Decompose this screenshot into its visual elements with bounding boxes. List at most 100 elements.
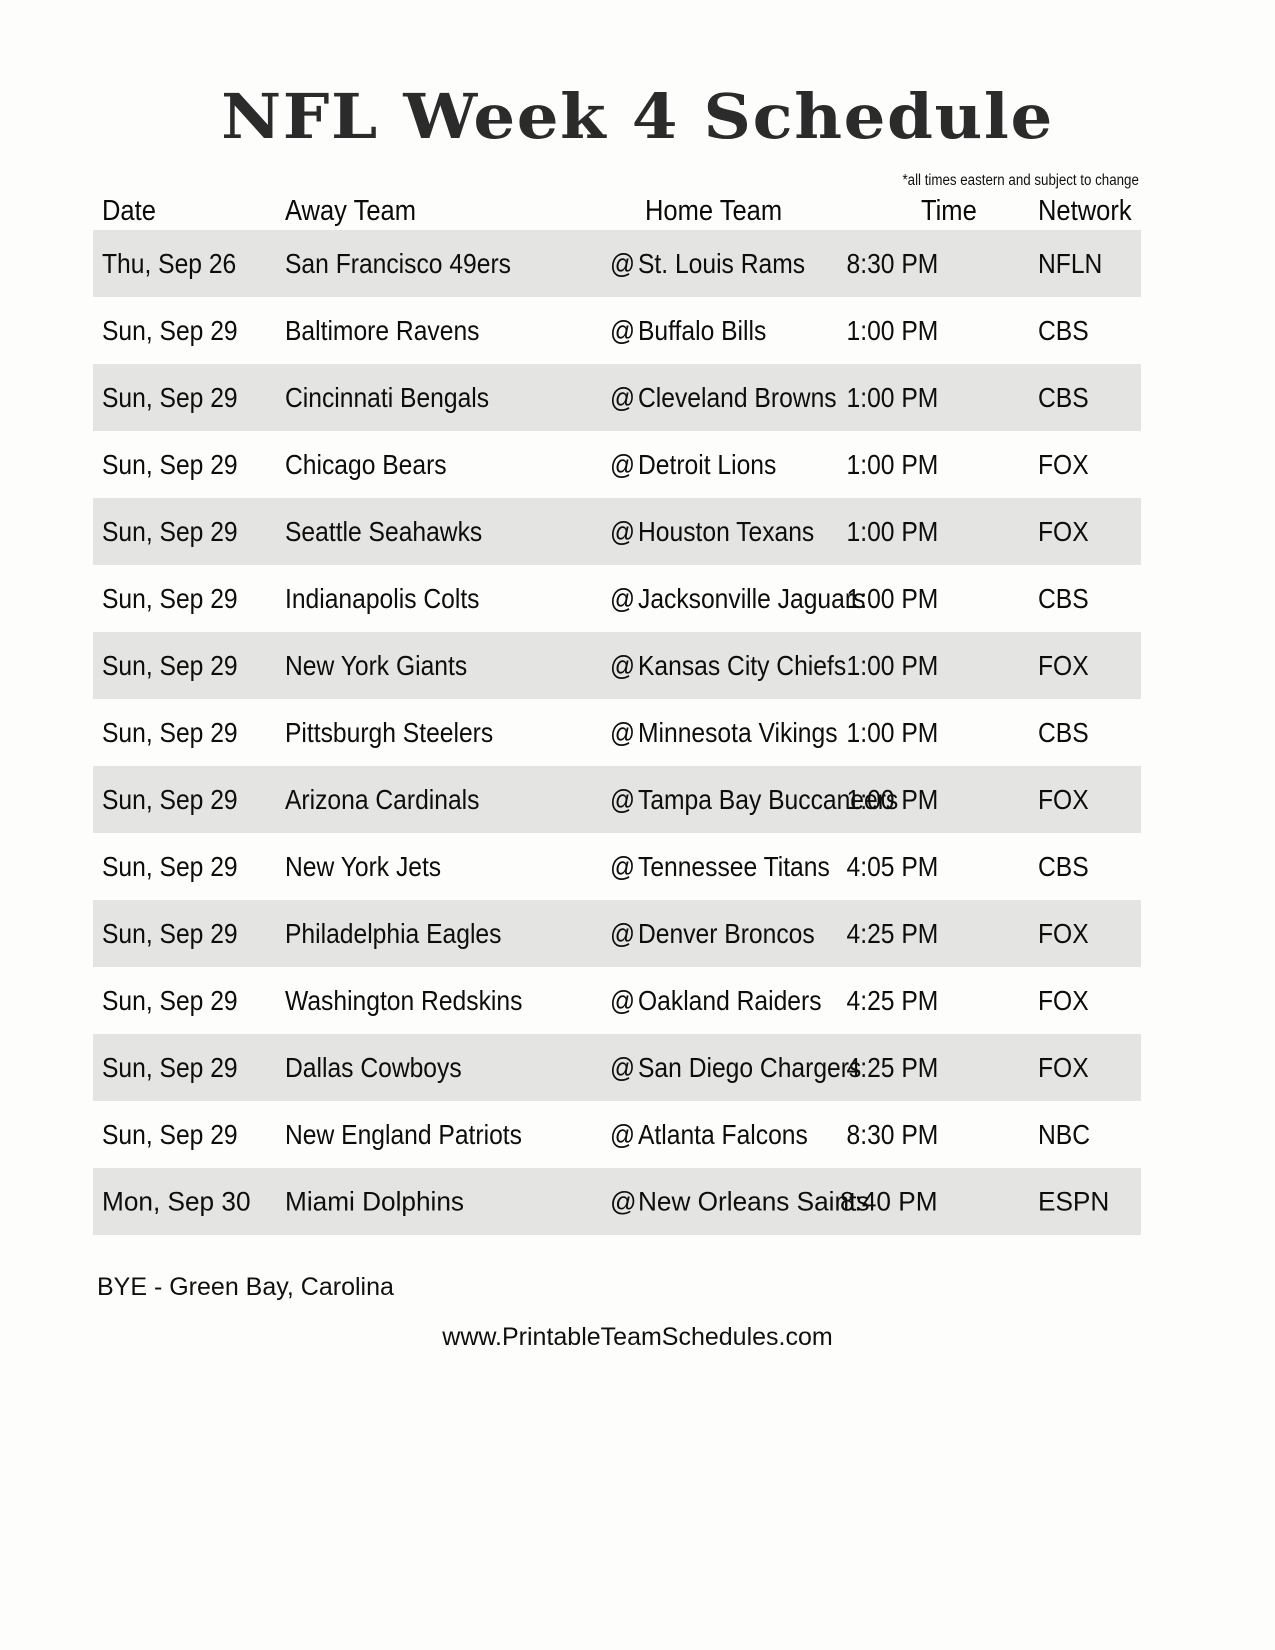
cell-date: Sun, Sep 29 xyxy=(102,1051,238,1083)
table-row: Sun, Sep 29 Arizona Cardinals @ Tampa Bay B… xyxy=(93,766,1141,833)
cell-home: New Orleans Saints xyxy=(638,1186,870,1216)
table-row: Sun, Sep 29 New York Giants @ Kansas City C… xyxy=(93,632,1141,699)
table-body: Thu, Sep 26 San Francisco 49ers @ St. Louis… xyxy=(93,230,1141,1235)
cell-time: 1:00 PM xyxy=(846,448,938,480)
column-header-time: Time xyxy=(921,195,977,227)
cell-home: Atlanta Falcons xyxy=(638,1118,808,1150)
table-row: Sun, Sep 29 Chicago Bears @ Detroit Lions 1:… xyxy=(93,431,1141,498)
cell-network: NFLN xyxy=(1038,247,1103,279)
schedule-table: *all times eastern and subject to change… xyxy=(93,172,1141,1235)
cell-away: Cincinnati Bengals xyxy=(285,381,490,413)
cell-network: FOX xyxy=(1038,448,1089,480)
table-row: Sun, Sep 29 Indianapolis Colts @ Jacksonvil… xyxy=(93,565,1141,632)
cell-network: CBS xyxy=(1038,314,1089,346)
cell-date: Sun, Sep 29 xyxy=(102,582,238,614)
cell-date: Sun, Sep 29 xyxy=(102,850,238,882)
cell-time: 4:25 PM xyxy=(846,917,938,949)
cell-date: Sun, Sep 29 xyxy=(102,314,238,346)
at-symbol: @ xyxy=(610,448,636,480)
cell-home: Tampa Bay Buccaneers xyxy=(638,783,899,815)
cell-home: Buffalo Bills xyxy=(638,314,767,346)
at-symbol: @ xyxy=(610,247,636,279)
table-row: Sun, Sep 29 Cincinnati Bengals @ Cleveland … xyxy=(93,364,1141,431)
cell-time: 8:40 PM xyxy=(840,1186,938,1216)
cell-home: Kansas City Chiefs xyxy=(638,649,847,681)
cell-time: 8:30 PM xyxy=(846,247,938,279)
cell-away: Baltimore Ravens xyxy=(285,314,480,346)
cell-network: FOX xyxy=(1038,984,1089,1016)
cell-date: Sun, Sep 29 xyxy=(102,515,238,547)
at-symbol: @ xyxy=(610,716,636,748)
table-row: Sun, Sep 29 New York Jets @ Tennessee Titan… xyxy=(93,833,1141,900)
column-header-home: Home Team xyxy=(645,195,783,227)
cell-home: San Diego Chargers xyxy=(638,1051,862,1083)
cell-time: 1:00 PM xyxy=(846,515,938,547)
cell-home: St. Louis Rams xyxy=(638,247,806,279)
cell-time: 1:00 PM xyxy=(846,582,938,614)
cell-away: Arizona Cardinals xyxy=(285,783,480,815)
cell-away: Chicago Bears xyxy=(285,448,447,480)
cell-away: Washington Redskins xyxy=(285,984,523,1016)
at-symbol: @ xyxy=(610,984,636,1016)
times-disclaimer-note: *all times eastern and subject to change xyxy=(902,172,1139,189)
cell-away: Miami Dolphins xyxy=(285,1186,465,1216)
cell-time: 1:00 PM xyxy=(846,716,938,748)
cell-network: FOX xyxy=(1038,649,1089,681)
table-row: Thu, Sep 26 San Francisco 49ers @ St. Louis… xyxy=(93,230,1141,297)
column-header-network: Network xyxy=(1038,195,1132,227)
cell-network: FOX xyxy=(1038,515,1089,547)
table-row: Mon, Sep 30 Miami Dolphins @ New Orleans Sa… xyxy=(93,1168,1141,1235)
cell-date: Thu, Sep 26 xyxy=(102,247,237,279)
at-symbol: @ xyxy=(610,649,636,681)
cell-network: FOX xyxy=(1038,1051,1089,1083)
cell-away: San Francisco 49ers xyxy=(285,247,511,279)
cell-home: Detroit Lions xyxy=(638,448,777,480)
cell-away: Indianapolis Colts xyxy=(285,582,480,614)
cell-time: 4:25 PM xyxy=(846,984,938,1016)
at-symbol: @ xyxy=(610,1051,636,1083)
cell-network: NBC xyxy=(1038,1118,1091,1150)
cell-away: New York Giants xyxy=(285,649,468,681)
cell-home: Denver Broncos xyxy=(638,917,815,949)
table-row: Sun, Sep 29 Pittsburgh Steelers @ Minnesota… xyxy=(93,699,1141,766)
cell-date: Sun, Sep 29 xyxy=(102,716,238,748)
cell-home: Houston Texans xyxy=(638,515,815,547)
cell-home: Cleveland Browns xyxy=(638,381,837,413)
cell-home: Tennessee Titans xyxy=(638,850,830,882)
cell-time: 1:00 PM xyxy=(846,783,938,815)
cell-away: New York Jets xyxy=(285,850,442,882)
at-symbol: @ xyxy=(610,515,636,547)
at-symbol: @ xyxy=(610,1118,636,1150)
at-symbol: @ xyxy=(610,381,636,413)
at-symbol: @ xyxy=(610,917,636,949)
cell-time: 8:30 PM xyxy=(846,1118,938,1150)
table-row: Sun, Sep 29 New England Patriots @ Atlanta … xyxy=(93,1101,1141,1168)
cell-network: CBS xyxy=(1038,716,1089,748)
cell-date: Sun, Sep 29 xyxy=(102,783,238,815)
cell-away: Seattle Seahawks xyxy=(285,515,483,547)
at-symbol: @ xyxy=(610,1186,637,1216)
cell-date: Sun, Sep 29 xyxy=(102,381,238,413)
table-row: Sun, Sep 29 Seattle Seahawks @ Houston Texa… xyxy=(93,498,1141,565)
cell-date: Sun, Sep 29 xyxy=(102,448,238,480)
bye-teams-note: BYE - Green Bay, Carolina xyxy=(97,1273,394,1301)
cell-time: 4:25 PM xyxy=(846,1051,938,1083)
table-row: Sun, Sep 29 Dallas Cowboys @ San Diego Char… xyxy=(93,1034,1141,1101)
cell-network: CBS xyxy=(1038,582,1089,614)
cell-away: New England Patriots xyxy=(285,1118,522,1150)
cell-time: 1:00 PM xyxy=(846,381,938,413)
cell-time: 1:00 PM xyxy=(846,314,938,346)
cell-network: FOX xyxy=(1038,917,1089,949)
cell-home: Oakland Raiders xyxy=(638,984,822,1016)
table-row: Sun, Sep 29 Washington Redskins @ Oakland R… xyxy=(93,967,1141,1034)
at-symbol: @ xyxy=(610,783,636,815)
cell-home: Jacksonville Jaguars xyxy=(638,582,866,614)
cell-network: CBS xyxy=(1038,850,1089,882)
table-row: Sun, Sep 29 Philadelphia Eagles @ Denver Br… xyxy=(93,900,1141,967)
cell-time: 1:00 PM xyxy=(846,649,938,681)
at-symbol: @ xyxy=(610,850,636,882)
column-header-date: Date xyxy=(102,195,156,227)
cell-away: Dallas Cowboys xyxy=(285,1051,462,1083)
cell-away: Philadelphia Eagles xyxy=(285,917,502,949)
